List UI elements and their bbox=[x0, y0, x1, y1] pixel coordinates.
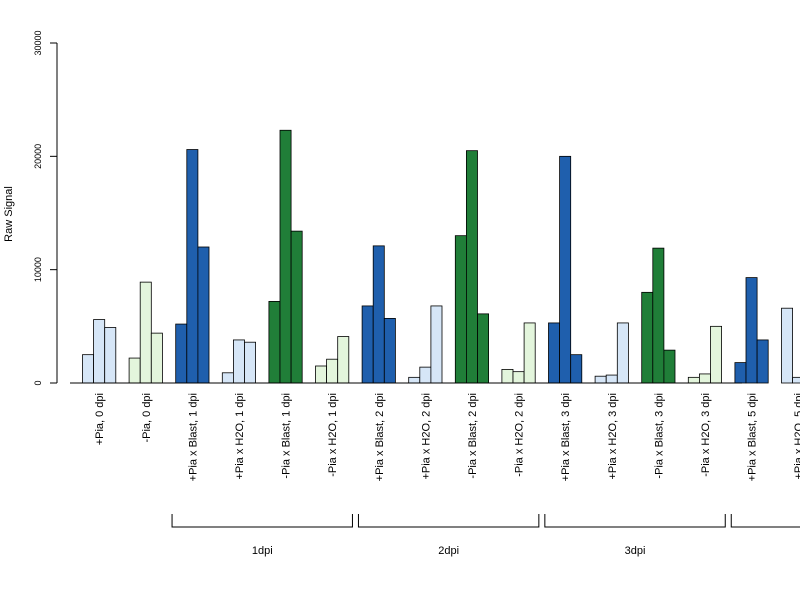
x-tick-label: +Pia x H2O, 3 dpi bbox=[607, 393, 619, 480]
time-group-bracket bbox=[544, 514, 726, 528]
bar bbox=[699, 373, 711, 384]
bar bbox=[745, 277, 758, 384]
bar bbox=[734, 362, 747, 384]
x-tick-label: -Pia x H2O, 2 dpi bbox=[514, 393, 526, 477]
time-group-brackets: 1dpi2dpi3dpi5dpi bbox=[171, 514, 800, 557]
bar bbox=[279, 129, 292, 384]
bar bbox=[756, 339, 769, 384]
bar bbox=[512, 371, 525, 384]
bar bbox=[197, 246, 210, 384]
time-group-bracket bbox=[357, 514, 540, 528]
bar bbox=[465, 150, 478, 384]
x-tick-label: -Pia, 0 dpi bbox=[141, 393, 153, 443]
bar bbox=[93, 319, 106, 384]
bar bbox=[781, 307, 794, 384]
bar bbox=[221, 372, 234, 384]
bar bbox=[150, 332, 163, 384]
bar bbox=[139, 281, 152, 384]
bar bbox=[570, 354, 583, 384]
y-axis: 0 10000 20000 30000 bbox=[33, 30, 58, 386]
time-group-label: 1dpi bbox=[252, 545, 273, 557]
x-tick-label: +Pia x Blast, 2 dpi bbox=[374, 393, 386, 481]
bar bbox=[244, 341, 257, 384]
time-group-label: 2dpi bbox=[438, 545, 459, 557]
bar bbox=[326, 358, 339, 384]
x-tick-label: -Pia x Blast, 3 dpi bbox=[653, 393, 665, 479]
bar bbox=[383, 317, 396, 384]
bar bbox=[430, 305, 443, 384]
y-axis-label: Raw Signal bbox=[3, 186, 15, 242]
y-tick-label: 30000 bbox=[33, 30, 43, 55]
bar bbox=[687, 376, 700, 384]
bar bbox=[175, 323, 188, 384]
x-tick-label: +Pia x H2O, 1 dpi bbox=[234, 393, 246, 480]
bar bbox=[82, 354, 95, 384]
bar bbox=[104, 327, 117, 384]
bar bbox=[523, 322, 536, 384]
y-tick-label: 20000 bbox=[33, 144, 43, 169]
bar bbox=[232, 339, 245, 384]
x-tick-label: -Pia x H2O, 3 dpi bbox=[700, 393, 712, 477]
bar bbox=[594, 375, 607, 384]
bar bbox=[268, 300, 281, 384]
x-tick-label: -Pia x H2O, 1 dpi bbox=[327, 393, 339, 477]
bar bbox=[605, 374, 618, 384]
bar bbox=[641, 291, 654, 384]
bar bbox=[548, 322, 561, 384]
x-tick-label: +Pia x H2O, 2 dpi bbox=[420, 393, 432, 480]
time-group-label: 3dpi bbox=[625, 545, 646, 557]
x-tick-label: +Pia, 0 dpi bbox=[94, 393, 106, 445]
bar bbox=[290, 230, 303, 384]
bar bbox=[315, 365, 328, 384]
x-tick-label: -Pia x Blast, 2 dpi bbox=[467, 393, 479, 479]
bar bbox=[652, 247, 665, 384]
x-axis-labels: +Pia, 0 dpi -Pia, 0 dpi +Pia x Blast, 1 dp… bbox=[94, 393, 800, 481]
bar bbox=[792, 376, 800, 384]
time-group-bracket bbox=[730, 514, 800, 528]
bar bbox=[186, 149, 199, 384]
x-tick-label: +Pia x Blast, 3 dpi bbox=[560, 393, 572, 481]
bar bbox=[477, 313, 490, 384]
bar bbox=[361, 305, 374, 384]
bar bbox=[408, 376, 421, 384]
x-tick-label: +Pia x H2O, 5 dpi bbox=[793, 393, 800, 480]
y-tick-label: 10000 bbox=[33, 257, 43, 282]
bars bbox=[82, 129, 800, 384]
bar bbox=[501, 368, 514, 384]
bar bbox=[710, 325, 723, 384]
bar bbox=[337, 336, 350, 384]
bar bbox=[616, 322, 629, 384]
x-tick-label: -Pia x Blast, 1 dpi bbox=[281, 393, 293, 479]
bar bbox=[128, 357, 141, 384]
x-tick-label: +Pia x Blast, 1 dpi bbox=[187, 393, 199, 481]
bar bbox=[663, 349, 676, 384]
bar bbox=[419, 366, 432, 384]
bar bbox=[454, 235, 467, 384]
time-group-bracket bbox=[171, 514, 353, 528]
x-tick-label: +Pia x Blast, 5 dpi bbox=[747, 393, 759, 481]
bar bbox=[372, 245, 385, 384]
bar bbox=[559, 155, 572, 384]
y-tick-label: 0 bbox=[33, 380, 43, 385]
